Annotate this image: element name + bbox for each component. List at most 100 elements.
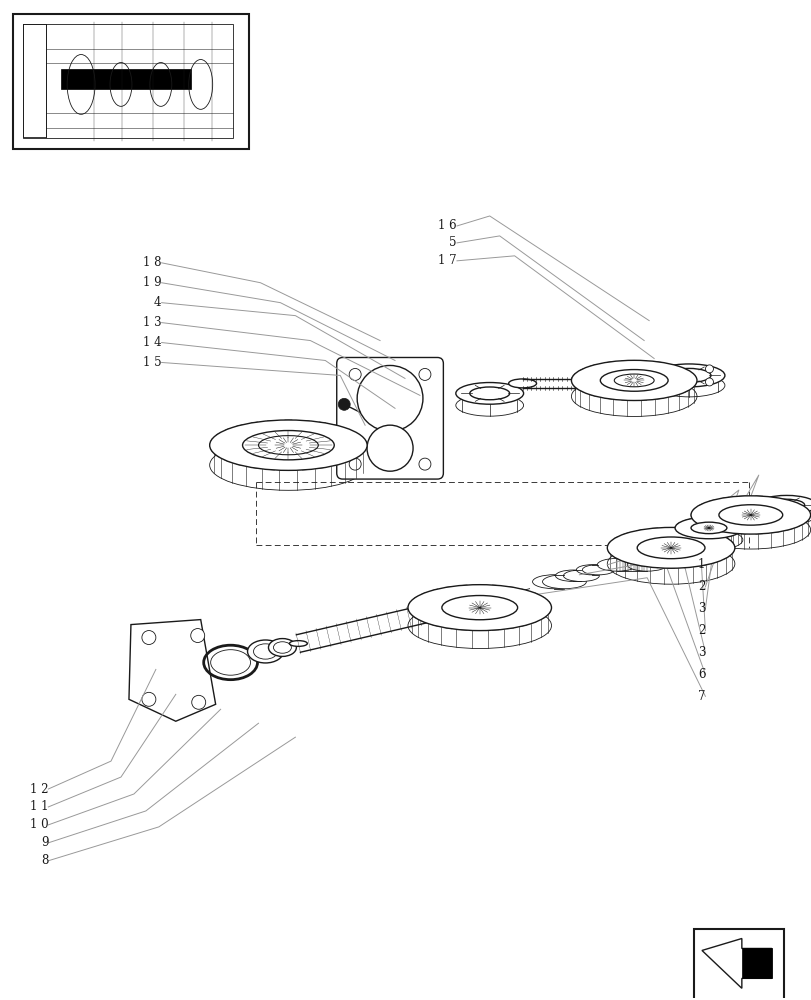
Polygon shape (328, 425, 340, 429)
Polygon shape (590, 393, 601, 396)
Text: 1 2: 1 2 (30, 783, 49, 796)
Polygon shape (285, 420, 292, 424)
Polygon shape (653, 362, 663, 365)
Ellipse shape (242, 431, 334, 460)
Polygon shape (732, 522, 740, 525)
Polygon shape (681, 565, 690, 568)
Ellipse shape (768, 499, 804, 511)
Circle shape (349, 368, 361, 380)
Polygon shape (608, 541, 618, 544)
Ellipse shape (357, 365, 423, 431)
Polygon shape (754, 496, 762, 499)
Polygon shape (684, 384, 694, 387)
Text: 2: 2 (697, 624, 705, 637)
Ellipse shape (599, 370, 667, 391)
Polygon shape (712, 517, 719, 519)
Text: 1 6: 1 6 (438, 219, 457, 232)
Polygon shape (653, 396, 663, 399)
Polygon shape (490, 627, 499, 630)
Polygon shape (723, 551, 732, 554)
Polygon shape (666, 364, 677, 368)
Polygon shape (236, 461, 248, 466)
Polygon shape (684, 534, 693, 537)
Polygon shape (573, 374, 583, 377)
Ellipse shape (367, 425, 413, 471)
Polygon shape (623, 560, 633, 563)
Polygon shape (504, 625, 513, 629)
Polygon shape (769, 530, 778, 533)
Text: 6: 6 (697, 668, 705, 681)
Polygon shape (432, 622, 443, 626)
Text: 1 4: 1 4 (143, 336, 161, 349)
Polygon shape (409, 611, 420, 614)
Polygon shape (236, 425, 248, 429)
Polygon shape (697, 517, 705, 519)
Polygon shape (579, 389, 590, 392)
Polygon shape (354, 449, 366, 452)
Circle shape (663, 365, 672, 373)
Polygon shape (300, 466, 309, 470)
Ellipse shape (253, 644, 277, 659)
Ellipse shape (490, 594, 508, 600)
Polygon shape (613, 537, 624, 540)
Polygon shape (792, 523, 802, 526)
Polygon shape (216, 454, 229, 457)
Polygon shape (225, 458, 237, 462)
Polygon shape (534, 597, 545, 600)
Polygon shape (722, 530, 732, 533)
Polygon shape (725, 547, 734, 549)
Ellipse shape (289, 641, 307, 646)
Polygon shape (769, 497, 778, 500)
Polygon shape (692, 519, 702, 521)
Text: 3: 3 (697, 602, 705, 615)
Polygon shape (421, 592, 433, 596)
Polygon shape (573, 384, 583, 387)
Polygon shape (432, 589, 443, 593)
Bar (24, 24, 232, 138)
Text: 1 0: 1 0 (30, 818, 49, 831)
Polygon shape (695, 563, 705, 566)
Polygon shape (732, 531, 740, 534)
Ellipse shape (508, 379, 536, 388)
Polygon shape (723, 541, 732, 544)
Ellipse shape (614, 374, 654, 387)
Polygon shape (708, 527, 719, 530)
Ellipse shape (674, 517, 742, 539)
Polygon shape (781, 500, 792, 503)
Circle shape (349, 458, 361, 470)
Circle shape (705, 365, 713, 373)
Polygon shape (356, 444, 367, 446)
Polygon shape (267, 466, 276, 470)
Ellipse shape (756, 495, 811, 515)
Polygon shape (687, 379, 696, 382)
Polygon shape (636, 530, 646, 533)
Polygon shape (697, 536, 705, 539)
Polygon shape (604, 362, 614, 365)
Ellipse shape (209, 420, 367, 470)
Ellipse shape (604, 379, 633, 388)
Polygon shape (692, 508, 702, 511)
Circle shape (705, 378, 713, 386)
Ellipse shape (581, 565, 614, 575)
Polygon shape (348, 433, 360, 437)
Ellipse shape (576, 565, 607, 575)
Polygon shape (408, 607, 418, 609)
Text: 1 1: 1 1 (30, 800, 49, 813)
Polygon shape (676, 522, 684, 525)
Polygon shape (267, 420, 276, 424)
Circle shape (191, 629, 204, 643)
Polygon shape (667, 527, 674, 530)
Text: 1 7: 1 7 (438, 254, 457, 267)
Polygon shape (590, 364, 601, 368)
Polygon shape (681, 528, 690, 531)
Polygon shape (736, 527, 742, 529)
Polygon shape (515, 622, 526, 626)
Polygon shape (716, 537, 727, 540)
Polygon shape (636, 563, 646, 566)
Ellipse shape (455, 383, 523, 404)
Polygon shape (801, 514, 809, 516)
Text: 9: 9 (41, 836, 49, 849)
Polygon shape (650, 565, 659, 568)
Polygon shape (315, 464, 325, 468)
Polygon shape (723, 534, 732, 537)
